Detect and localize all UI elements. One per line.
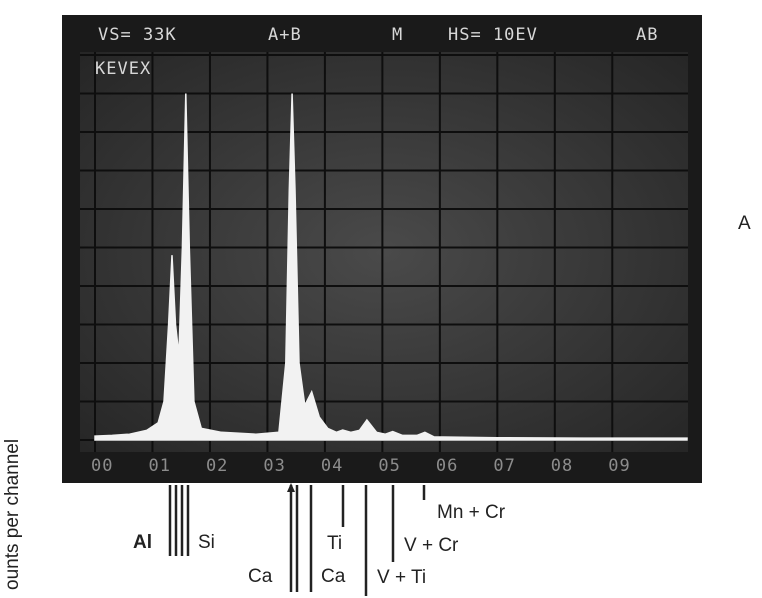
y-axis-label: ounts per channel (2, 439, 23, 590)
peak-label: Ca (321, 566, 346, 587)
x-tick-label: 01 (148, 456, 170, 476)
x-tick-label: 05 (378, 456, 400, 476)
brand: KEVEX (95, 59, 151, 79)
peak-label: Si (198, 532, 215, 553)
x-tick-label: 08 (551, 456, 573, 476)
peak-label: Mn + Cr (437, 502, 506, 523)
x-tick-label: 02 (206, 456, 228, 476)
screen-header: AB (636, 25, 658, 45)
spectrum (94, 93, 688, 441)
x-tick-label: 09 (608, 456, 630, 476)
screen-header: VS= 33K (98, 25, 177, 45)
screen-header: A+B (268, 25, 302, 45)
peak-label: Ca (248, 566, 273, 587)
x-tick-label: 04 (321, 456, 343, 476)
peak-label: Ti (327, 533, 342, 554)
peak-label: V + Ti (377, 567, 426, 588)
x-tick-label: 00 (91, 456, 113, 476)
screen-header: HS= 10EV (448, 25, 538, 45)
peak-arrow (287, 483, 295, 492)
x-tick-label: 03 (263, 456, 285, 476)
screen-header: M (392, 25, 403, 45)
x-tick-label: 07 (493, 456, 515, 476)
x-tick-label: 06 (436, 456, 458, 476)
peak-label: V + Cr (404, 535, 459, 556)
side-label: A (738, 213, 751, 234)
peak-label: Al (133, 532, 152, 553)
